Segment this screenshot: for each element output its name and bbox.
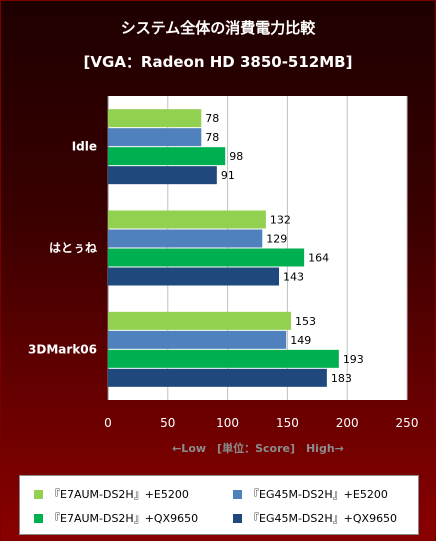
- data-label: 153: [295, 315, 316, 328]
- bar: [108, 229, 263, 248]
- bar: [108, 267, 280, 286]
- chart-subtitle: [VGA：Radeon HD 3850-512MB]: [83, 53, 353, 71]
- legend-label: 『E7AUM-DS2H』+E5200: [49, 488, 189, 501]
- bar: [108, 368, 327, 387]
- x-tick-label: 0: [104, 416, 112, 430]
- bar: [108, 330, 287, 349]
- legend-label: 『EG45M-DS2H』+E5200: [248, 488, 388, 501]
- bar: [108, 210, 266, 229]
- category-label: はとぅね: [49, 241, 97, 255]
- data-label: 129: [266, 233, 287, 246]
- legend: 『E7AUM-DS2H』+E5200 『EG45M-DS2H』+E5200 『E7A…: [19, 475, 419, 535]
- plot-area: [108, 96, 407, 400]
- legend-item: 『E7AUM-DS2H』+QX9650: [34, 510, 198, 526]
- category-label: 3DMark06: [28, 342, 97, 356]
- data-label: 149: [290, 334, 311, 347]
- bar: [108, 128, 202, 147]
- legend-item: 『EG45M-DS2H』+QX9650: [233, 510, 397, 526]
- x-tick-label: 200: [336, 416, 359, 430]
- data-label: 193: [343, 353, 364, 366]
- category-label: Idle: [72, 140, 97, 154]
- legend-label: 『E7AUM-DS2H』+QX9650: [49, 512, 199, 525]
- x-tick-label: 100: [216, 416, 239, 430]
- legend-swatch: [233, 489, 242, 499]
- bar: [108, 248, 305, 267]
- x-tick-label: 250: [396, 416, 419, 430]
- legend-swatch: [34, 489, 43, 499]
- data-label: 164: [308, 252, 329, 265]
- data-label: 78: [205, 131, 219, 144]
- data-label: 91: [221, 169, 235, 182]
- legend-swatch: [34, 513, 43, 523]
- x-tick-label: 50: [160, 416, 175, 430]
- x-tick-label: 150: [276, 416, 299, 430]
- legend-label: 『EG45M-DS2H』+QX9650: [248, 512, 398, 525]
- legend-item: 『E7AUM-DS2H』+E5200: [34, 486, 189, 502]
- bar-chart: 78 78 98 91 132 129 164 143 153 149 193 183 0 50 100 1…: [28, 96, 419, 455]
- bar: [108, 147, 226, 166]
- chart-title: システム全体の消費電力比較: [120, 19, 316, 37]
- bar: [108, 349, 339, 368]
- data-label: 98: [229, 150, 243, 163]
- bar: [108, 311, 291, 330]
- bar: [108, 166, 217, 185]
- legend-item: 『EG45M-DS2H』+E5200: [233, 486, 388, 502]
- data-label: 183: [331, 372, 352, 385]
- data-label: 143: [283, 271, 304, 284]
- legend-swatch: [233, 513, 242, 523]
- data-label: 78: [205, 112, 219, 125]
- x-axis-label: ←Low [単位：Score] High→: [172, 441, 344, 455]
- bar: [108, 109, 202, 128]
- data-label: 132: [270, 214, 291, 227]
